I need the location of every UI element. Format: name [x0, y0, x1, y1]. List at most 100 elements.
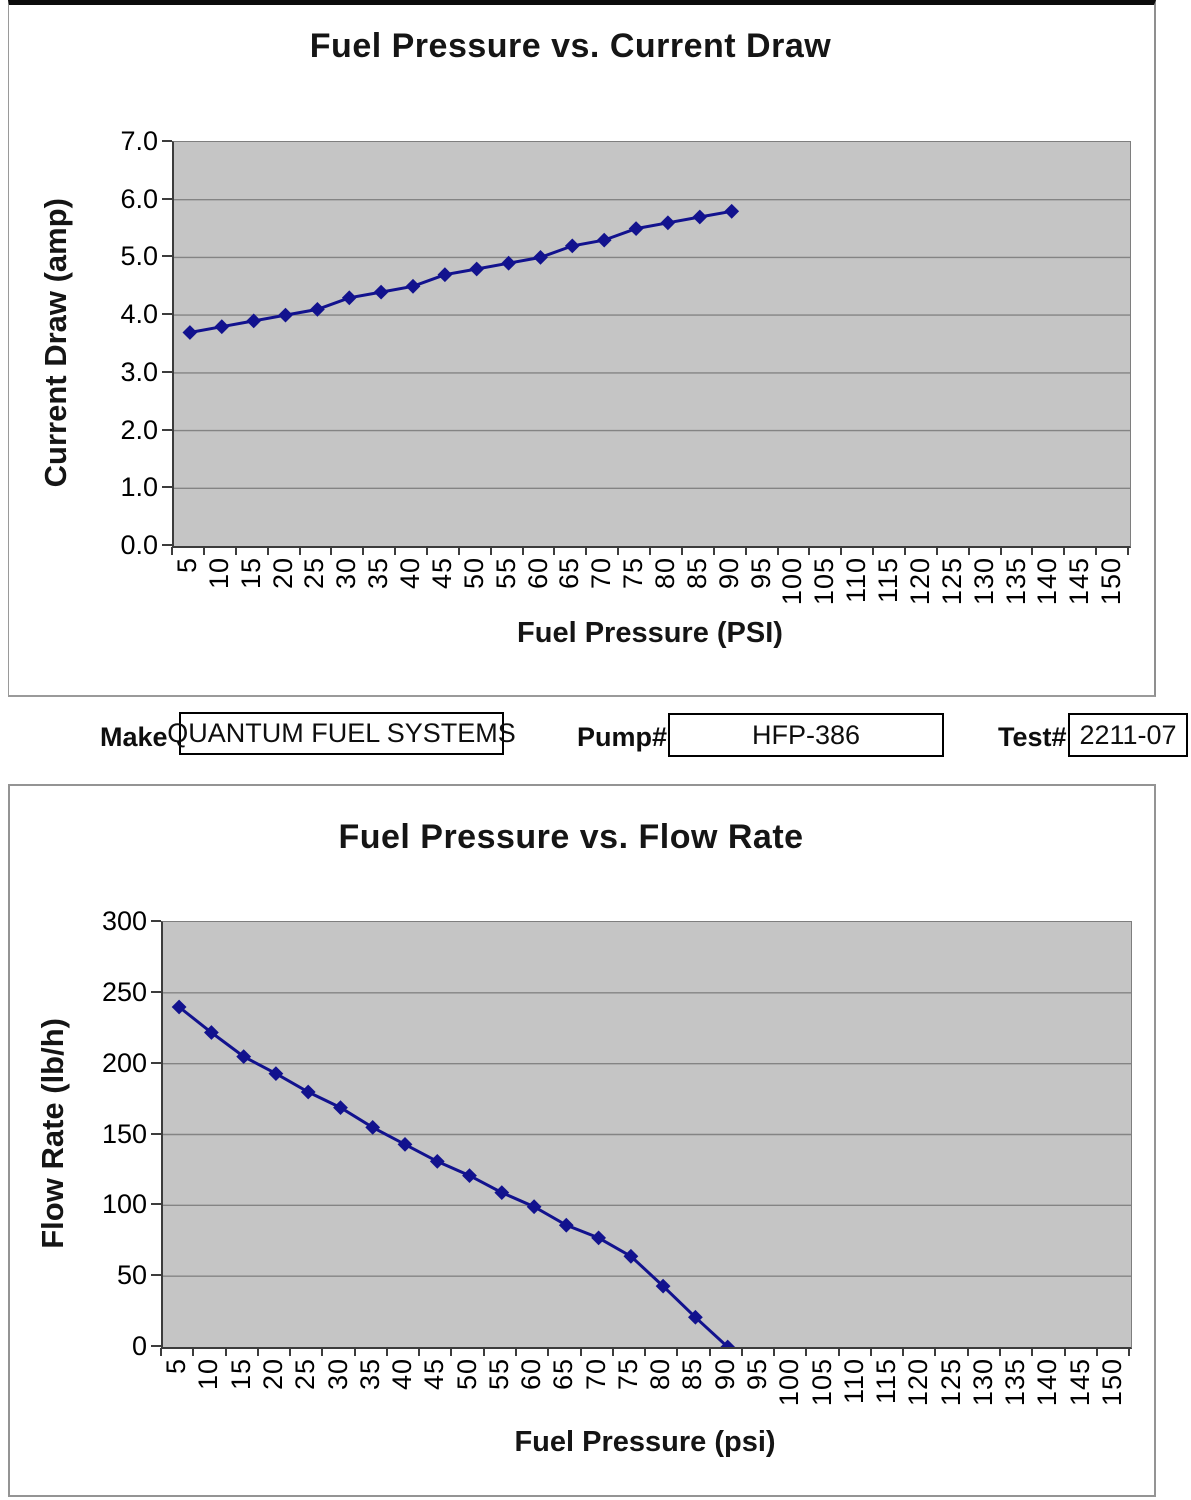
test-number-field[interactable]: 2211-07 — [1068, 713, 1188, 757]
x-tick-label: 75 — [618, 557, 649, 590]
x-tick-label: 35 — [363, 557, 394, 590]
x-tick-mark — [966, 1348, 969, 1356]
x-tick-mark — [644, 1348, 646, 1356]
x-tick-label: 135 — [1000, 1358, 1031, 1407]
x-tick-mark — [457, 547, 460, 555]
x-tick-label: 140 — [1032, 557, 1063, 606]
x-tick-label: 110 — [838, 1358, 869, 1405]
make-field[interactable]: QUANTUM FUEL SYSTEMS — [167, 712, 516, 755]
y-tick-label: 100 — [101, 1189, 147, 1220]
data-point-marker — [437, 267, 453, 283]
x-tick-mark — [999, 547, 1002, 555]
data-point-marker — [591, 1230, 606, 1246]
x-tick-label: 60 — [516, 1358, 547, 1391]
y-tick-mark — [151, 1274, 161, 1277]
y-tick-label: 5.0 — [120, 241, 158, 272]
pump-number-label: Pump# — [577, 722, 668, 752]
x-tick-mark — [553, 547, 556, 555]
x-tick-mark — [808, 547, 811, 555]
x-tick-mark — [192, 1348, 195, 1356]
flow-rate-plot-area — [161, 921, 1132, 1349]
data-point-marker — [564, 238, 580, 254]
x-tick-mark — [1095, 1348, 1098, 1356]
data-point-marker — [724, 203, 740, 219]
data-point-marker — [214, 319, 230, 335]
y-tick-mark — [162, 370, 172, 373]
x-tick-label: 145 — [1064, 1358, 1095, 1407]
y-tick-label: 7.0 — [120, 126, 158, 156]
x-tick-mark — [385, 1348, 388, 1356]
x-tick-label: 85 — [677, 1358, 708, 1391]
x-tick-label: 80 — [645, 1358, 676, 1391]
x-tick-mark — [425, 547, 428, 555]
x-tick-mark — [298, 547, 301, 555]
data-point-marker — [692, 209, 708, 225]
x-tick-mark — [744, 547, 747, 555]
x-tick-mark — [394, 547, 397, 555]
series-plot — [174, 199, 1130, 489]
flow-rate-chart: Fuel Pressure vs. Flow Rate Flow Rate (l… — [8, 784, 1156, 1497]
x-tick-label: 90 — [713, 557, 744, 590]
x-tick-mark — [902, 1348, 905, 1356]
data-point-marker — [628, 221, 644, 236]
data-point-marker — [558, 1217, 574, 1233]
y-tick-mark — [151, 1061, 161, 1064]
x-tick-label: 40 — [395, 557, 425, 590]
pump-number-field[interactable]: HFP-386 — [668, 713, 944, 757]
x-tick-mark — [1063, 547, 1066, 555]
x-tick-label: 70 — [580, 1358, 611, 1391]
x-tick-mark — [712, 547, 715, 555]
y-tick-label: 1.0 — [120, 472, 158, 503]
x-tick-mark — [872, 547, 875, 555]
x-tick-label: 45 — [426, 557, 457, 590]
x-tick-mark — [1031, 1348, 1034, 1356]
x-tick-label: 115 — [873, 557, 903, 604]
x-tick-label: 135 — [1000, 557, 1031, 606]
x-tick-mark — [450, 1348, 453, 1356]
x-tick-mark — [805, 1348, 808, 1356]
x-tick-mark — [903, 547, 906, 555]
x-tick-label: 125 — [935, 1358, 966, 1407]
data-point-marker — [405, 278, 421, 294]
data-point-marker — [397, 1137, 413, 1152]
x-tick-mark — [967, 547, 970, 555]
x-tick-label: 120 — [903, 1358, 934, 1407]
data-point-marker — [429, 1154, 445, 1169]
x-tick-mark — [256, 1348, 259, 1356]
x-tick-mark — [776, 547, 779, 555]
x-tick-mark — [1031, 547, 1034, 555]
make-label: Make — [100, 722, 168, 752]
x-tick-mark — [514, 1348, 517, 1356]
x-tick-label: 30 — [322, 1358, 353, 1391]
y-tick-label: 150 — [101, 1118, 147, 1149]
x-tick-label: 45 — [419, 1358, 450, 1391]
x-tick-mark — [676, 1348, 679, 1356]
y-tick-label: 200 — [101, 1047, 147, 1078]
x-tick-label: 105 — [809, 557, 840, 606]
y-tick-label: 50 — [116, 1260, 147, 1291]
x-tick-mark — [1127, 547, 1129, 555]
x-tick-label: 100 — [777, 557, 808, 606]
data-point-marker — [246, 313, 262, 329]
y-tick-label: 0 — [131, 1331, 147, 1361]
y-tick-label: 0.0 — [120, 530, 158, 560]
x-tick-label: 55 — [483, 1358, 514, 1391]
x-tick-label: 10 — [203, 557, 234, 590]
data-point-marker — [182, 325, 198, 340]
test-number-label: Test# — [998, 722, 1067, 752]
y-tick-mark — [151, 920, 161, 922]
x-tick-label: 65 — [554, 557, 585, 590]
data-point-marker — [526, 1199, 542, 1215]
x-tick-label: 105 — [806, 1358, 837, 1407]
data-point-marker — [501, 255, 516, 271]
x-tick-mark — [482, 1348, 485, 1356]
y-tick-mark — [151, 1132, 161, 1135]
x-tick-label: 140 — [1032, 1358, 1063, 1407]
y-tick-mark — [162, 140, 172, 142]
data-point-marker — [310, 302, 325, 317]
current-draw-x-axis-title: Fuel Pressure (PSI) — [517, 617, 783, 649]
x-tick-mark — [353, 1348, 356, 1356]
x-tick-mark — [266, 547, 269, 555]
series-plot — [163, 992, 1131, 1347]
x-tick-mark — [998, 1348, 1001, 1356]
